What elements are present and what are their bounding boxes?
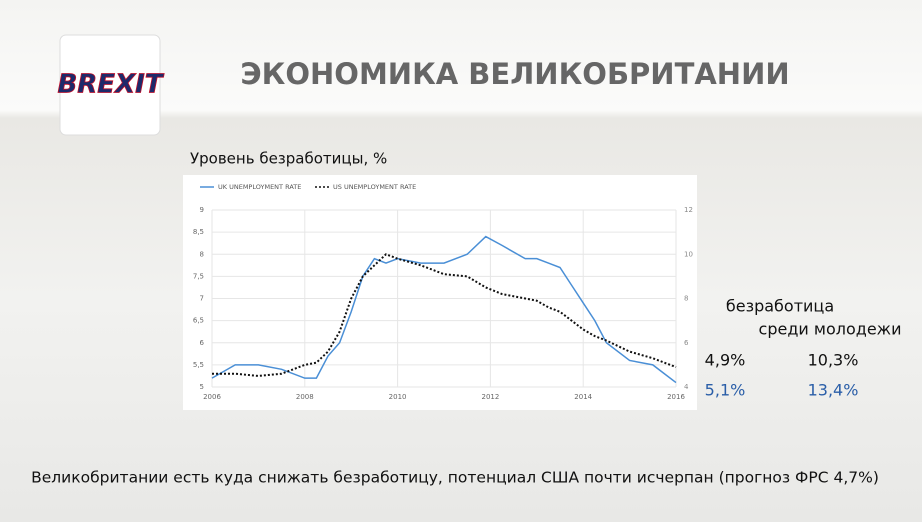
- legend-label: UK UNEMPLOYMENT RATE: [218, 183, 301, 191]
- series-line: [211, 235, 677, 384]
- side-header: среди молодежи: [759, 320, 902, 339]
- logo: BREXIT: [57, 70, 164, 100]
- x-tick-label: 2008: [296, 393, 314, 401]
- series-line: [212, 253, 677, 377]
- legend-label: US UNEMPLOYMENT RATE: [333, 183, 416, 191]
- y-tick-label: 6,5: [193, 317, 204, 325]
- summary: Великобритании есть куда снижать безрабо…: [31, 469, 879, 487]
- side-header: безработица: [726, 297, 834, 316]
- plot-background: [183, 175, 697, 410]
- chart-title: Уровень безработицы, %: [190, 150, 387, 168]
- y-tick-label: 5,5: [193, 361, 204, 369]
- y2-tick-label: 6: [684, 339, 689, 347]
- x-tick-label: 2006: [203, 393, 221, 401]
- x-tick-label: 2010: [389, 393, 407, 401]
- y-tick-label: 7: [200, 295, 204, 303]
- side-cell: 10,3%: [808, 351, 859, 370]
- side-cell: 13,4%: [808, 381, 859, 400]
- x-tick-label: 2014: [574, 393, 592, 401]
- y-tick-label: 6: [200, 339, 205, 347]
- y-tick-label: 5: [200, 383, 204, 391]
- y2-tick-label: 10: [684, 250, 693, 258]
- y2-tick-label: 12: [684, 206, 693, 214]
- side-cell: 5,1%: [705, 381, 746, 400]
- y2-tick-label: 8: [684, 295, 688, 303]
- side-cell: 4,9%: [705, 351, 746, 370]
- x-tick-label: 2012: [481, 393, 499, 401]
- y-tick-label: 7,5: [193, 272, 204, 280]
- logo-box: [59, 34, 161, 136]
- slide-title: ЭКОНОМИКА ВЕЛИКОБРИТАНИИ: [240, 57, 789, 91]
- y2-tick-label: 4: [684, 383, 689, 391]
- y-tick-label: 8,5: [193, 228, 204, 236]
- y-tick-label: 9: [200, 206, 204, 214]
- x-tick-label: 2016: [667, 393, 685, 401]
- y-tick-label: 8: [200, 250, 204, 258]
